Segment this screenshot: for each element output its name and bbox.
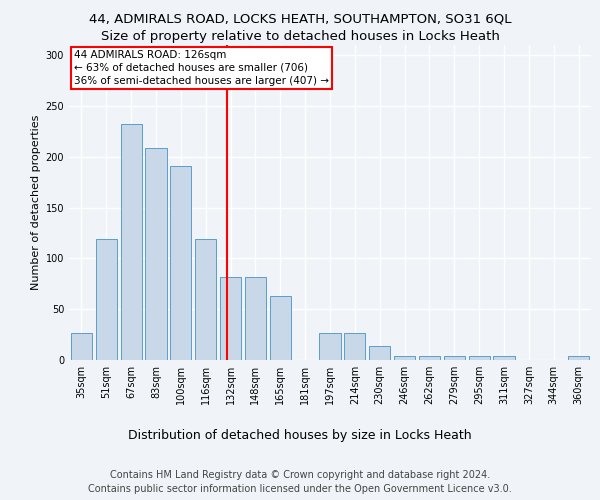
- Bar: [195, 239, 216, 360]
- Bar: [145, 148, 167, 360]
- Bar: [121, 124, 142, 360]
- Bar: [394, 356, 415, 360]
- Bar: [344, 332, 365, 360]
- Text: Size of property relative to detached houses in Locks Heath: Size of property relative to detached ho…: [101, 30, 499, 43]
- Bar: [220, 276, 241, 360]
- Bar: [493, 356, 515, 360]
- Bar: [96, 239, 117, 360]
- Text: Distribution of detached houses by size in Locks Heath: Distribution of detached houses by size …: [128, 430, 472, 442]
- Bar: [444, 356, 465, 360]
- Bar: [270, 296, 291, 360]
- Text: Contains HM Land Registry data © Crown copyright and database right 2024.: Contains HM Land Registry data © Crown c…: [110, 470, 490, 480]
- Y-axis label: Number of detached properties: Number of detached properties: [31, 115, 41, 290]
- Text: Contains public sector information licensed under the Open Government Licence v3: Contains public sector information licen…: [88, 484, 512, 494]
- Bar: [245, 276, 266, 360]
- Bar: [71, 332, 92, 360]
- Bar: [419, 356, 440, 360]
- Text: 44, ADMIRALS ROAD, LOCKS HEATH, SOUTHAMPTON, SO31 6QL: 44, ADMIRALS ROAD, LOCKS HEATH, SOUTHAMP…: [89, 12, 511, 26]
- Text: 44 ADMIRALS ROAD: 126sqm
← 63% of detached houses are smaller (706)
36% of semi-: 44 ADMIRALS ROAD: 126sqm ← 63% of detach…: [74, 50, 329, 86]
- Bar: [469, 356, 490, 360]
- Bar: [369, 346, 390, 360]
- Bar: [568, 356, 589, 360]
- Bar: [319, 332, 341, 360]
- Bar: [170, 166, 191, 360]
